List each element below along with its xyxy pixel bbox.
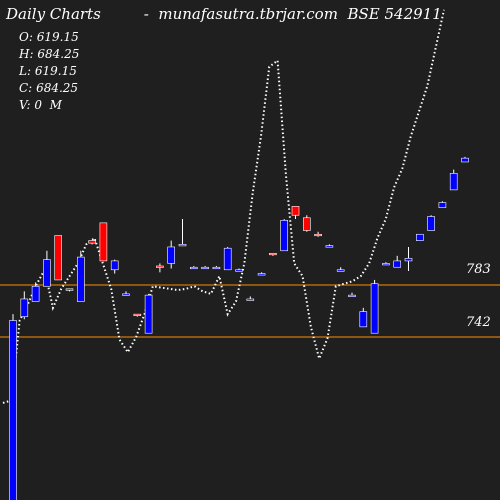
candle-body [190, 266, 198, 270]
dotted-line-series [2, 9, 445, 404]
candle-body [302, 217, 311, 231]
candle-body [133, 313, 142, 316]
low-label: L: [19, 64, 32, 78]
candle-body [110, 260, 119, 271]
candle-body [156, 265, 164, 268]
level-label-783: 783 [466, 262, 491, 277]
candle-body [20, 298, 29, 318]
candle-body [246, 298, 255, 301]
dotted-line [2, 9, 445, 404]
candle-body [223, 247, 232, 271]
chart-title: Daily Charts - munafasutra.tbrjar.com BS… [6, 5, 442, 23]
close-value: 684.25 [36, 81, 79, 95]
candle-body [370, 283, 379, 334]
candle-body [77, 256, 85, 302]
candle-body [404, 258, 413, 262]
candle-body [43, 259, 51, 287]
open-value: 619.15 [36, 30, 79, 44]
candle-body [31, 285, 40, 302]
candle-body [99, 222, 108, 262]
candlestick-series [9, 156, 469, 500]
candle-body [382, 263, 390, 266]
candle-body [280, 220, 289, 252]
high-row: H: 684.25 [19, 46, 79, 63]
close-row: C: 684.25 [19, 80, 78, 97]
candle-body [314, 233, 322, 237]
candle-body [415, 233, 424, 241]
candle-body [65, 288, 74, 291]
open-row: O: 619.15 [19, 29, 79, 46]
open-label: O: [19, 30, 33, 44]
level-label-742: 742 [466, 315, 491, 330]
candle-body [88, 240, 96, 244]
candle-body [427, 216, 435, 231]
candle-body [336, 269, 345, 272]
candle-body [269, 252, 277, 256]
low-value: 619.15 [34, 64, 77, 78]
candle-body [359, 311, 368, 328]
candle-body [178, 244, 187, 247]
low-row: L: 619.15 [19, 63, 77, 80]
volume-label: V: [19, 98, 31, 112]
app-name: Daily Charts [6, 5, 101, 23]
title-separator: - [143, 5, 149, 23]
candle-body [212, 266, 221, 270]
candle-body [438, 202, 447, 208]
candle-body [257, 273, 266, 276]
candle-body [449, 173, 458, 191]
high-label: H: [19, 47, 34, 61]
candle-body [144, 294, 153, 334]
candle-body [235, 269, 243, 272]
candle-body [325, 245, 334, 248]
candle-body [9, 320, 17, 500]
candle-body [348, 294, 356, 297]
volume-value: 0 M [34, 98, 62, 112]
candle-body [201, 266, 209, 270]
site-name: munafasutra.tbrjar.com [158, 5, 338, 23]
candle-body [291, 206, 300, 216]
candle-body [167, 246, 175, 264]
candle-body [122, 293, 130, 296]
candle-body [54, 235, 63, 281]
high-value: 684.25 [37, 47, 80, 61]
level-lines [0, 284, 500, 338]
symbol-name: BSE 542911 [347, 5, 442, 23]
close-label: C: [19, 81, 33, 95]
candle-body [461, 157, 469, 163]
volume-row: V: 0 M [19, 97, 62, 114]
candle-body [393, 260, 402, 268]
